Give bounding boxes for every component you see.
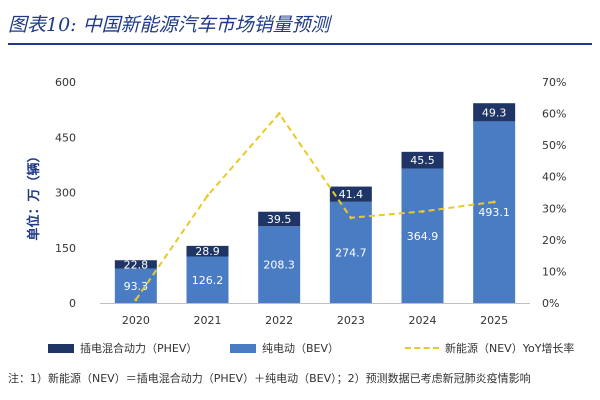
legend-item-phev: 插电混合动力（PHEV）	[48, 340, 197, 356]
x-tick-label-2025: 2025	[480, 314, 508, 327]
footnote: 注：1）新能源（NEV）＝插电混合动力（PHEV）＋纯电动（BEV）；2）预测数…	[8, 372, 531, 385]
yoy-growth-line	[135, 111, 495, 301]
legend-label-nev: 新能源（NEV）YoY增长率	[445, 342, 575, 355]
y2-tick-label-5: 50%	[542, 139, 566, 152]
label-phev-2025: 49.3	[482, 106, 507, 119]
y2-tick-label-3: 30%	[542, 202, 566, 215]
bar-phev-2022	[258, 211, 301, 227]
legend-swatch-phev	[48, 343, 74, 353]
label-bev-2020: 93.3	[124, 280, 149, 293]
y-axis-title: 单位：万（辆）	[26, 149, 42, 240]
legend-swatch-nev	[405, 347, 439, 349]
y2-tick-label-4: 40%	[542, 171, 566, 184]
x-tick-label-2023: 2023	[337, 314, 365, 327]
label-bev-2021: 126.2	[192, 274, 224, 287]
y-tick-label-450: 450	[55, 131, 76, 144]
bar-bev-2024	[401, 168, 444, 303]
label-bev-2022: 208.3	[263, 259, 295, 272]
yoy-point-2022	[277, 112, 281, 116]
legend: 插电混合动力（PHEV） 纯电动（BEV） 新能源（NEV）YoY增长率	[0, 340, 600, 358]
y2-tick-label-6: 60%	[542, 108, 566, 121]
label-phev-2023: 41.4	[339, 188, 364, 201]
sales-forecast-chart: 0 150 300 450 600 0% 10% 20% 30% 40% 50% 60% 70% 93…	[26, 76, 566, 327]
y2-tick-label-2: 20%	[542, 234, 566, 247]
legend-item-nev: 新能源（NEV）YoY增长率	[405, 340, 574, 356]
yoy-point-2025	[492, 200, 496, 204]
label-bev-2024: 364.9	[407, 230, 439, 243]
yoy-point-2024	[421, 209, 424, 213]
label-phev-2021: 28.9	[195, 245, 220, 258]
label-phev-2020: 22.8	[124, 258, 149, 271]
yoy-point-2021	[206, 194, 209, 198]
legend-label-phev: 插电混合动力（PHEV）	[80, 342, 198, 355]
x-tick-label-2020: 2020	[122, 314, 150, 327]
bar-bev-2022	[258, 226, 301, 303]
bar-phev-2023	[329, 186, 372, 202]
x-axis: 2020 2021 2022 2023 2024 2025	[100, 303, 530, 327]
y-tick-label-600: 600	[55, 76, 76, 89]
bar-phev-2025	[473, 103, 516, 122]
x-tick-label-2024: 2024	[409, 314, 437, 327]
y-axis-left: 0 150 300 450 600	[55, 76, 76, 310]
x-tick-label-2021: 2021	[194, 314, 222, 327]
y2-tick-label-7: 70%	[542, 76, 566, 89]
yoy-point-2020	[134, 298, 138, 302]
y-axis-right: 0% 10% 20% 30% 40% 50% 60% 70%	[542, 76, 566, 310]
legend-swatch-bev	[230, 343, 256, 353]
bars: 93.3 22.8 126.2 28.9 208.3 39.5 274.7 41.4 364.9…	[114, 103, 516, 303]
y-tick-label-300: 300	[55, 187, 76, 200]
chart-title: 图表10: 中国新能源汽车市场销量预测	[8, 14, 330, 36]
bar-bev-2020	[114, 268, 157, 303]
bar-bev-2021	[186, 256, 229, 303]
x-tick-label-2022: 2022	[265, 314, 293, 327]
bar-phev-2024	[401, 151, 444, 169]
yoy-point-2023	[349, 216, 353, 220]
legend-label-bev: 纯电动（BEV）	[262, 342, 340, 355]
label-phev-2022: 39.5	[267, 213, 292, 226]
label-bev-2025: 493.1	[478, 206, 510, 219]
y-tick-label-0: 0	[69, 297, 76, 310]
bar-bev-2025	[473, 121, 516, 303]
bar-phev-2020	[114, 260, 157, 269]
title-divider	[8, 43, 592, 45]
y2-tick-label-1: 10%	[542, 265, 566, 278]
bar-phev-2021	[186, 245, 229, 257]
legend-item-bev: 纯电动（BEV）	[230, 340, 339, 356]
label-bev-2023: 274.7	[335, 246, 367, 259]
y-tick-label-150: 150	[55, 242, 76, 255]
label-phev-2024: 45.5	[410, 154, 435, 167]
y2-tick-label-0: 0%	[542, 297, 559, 310]
yoy-line-group	[134, 111, 496, 302]
